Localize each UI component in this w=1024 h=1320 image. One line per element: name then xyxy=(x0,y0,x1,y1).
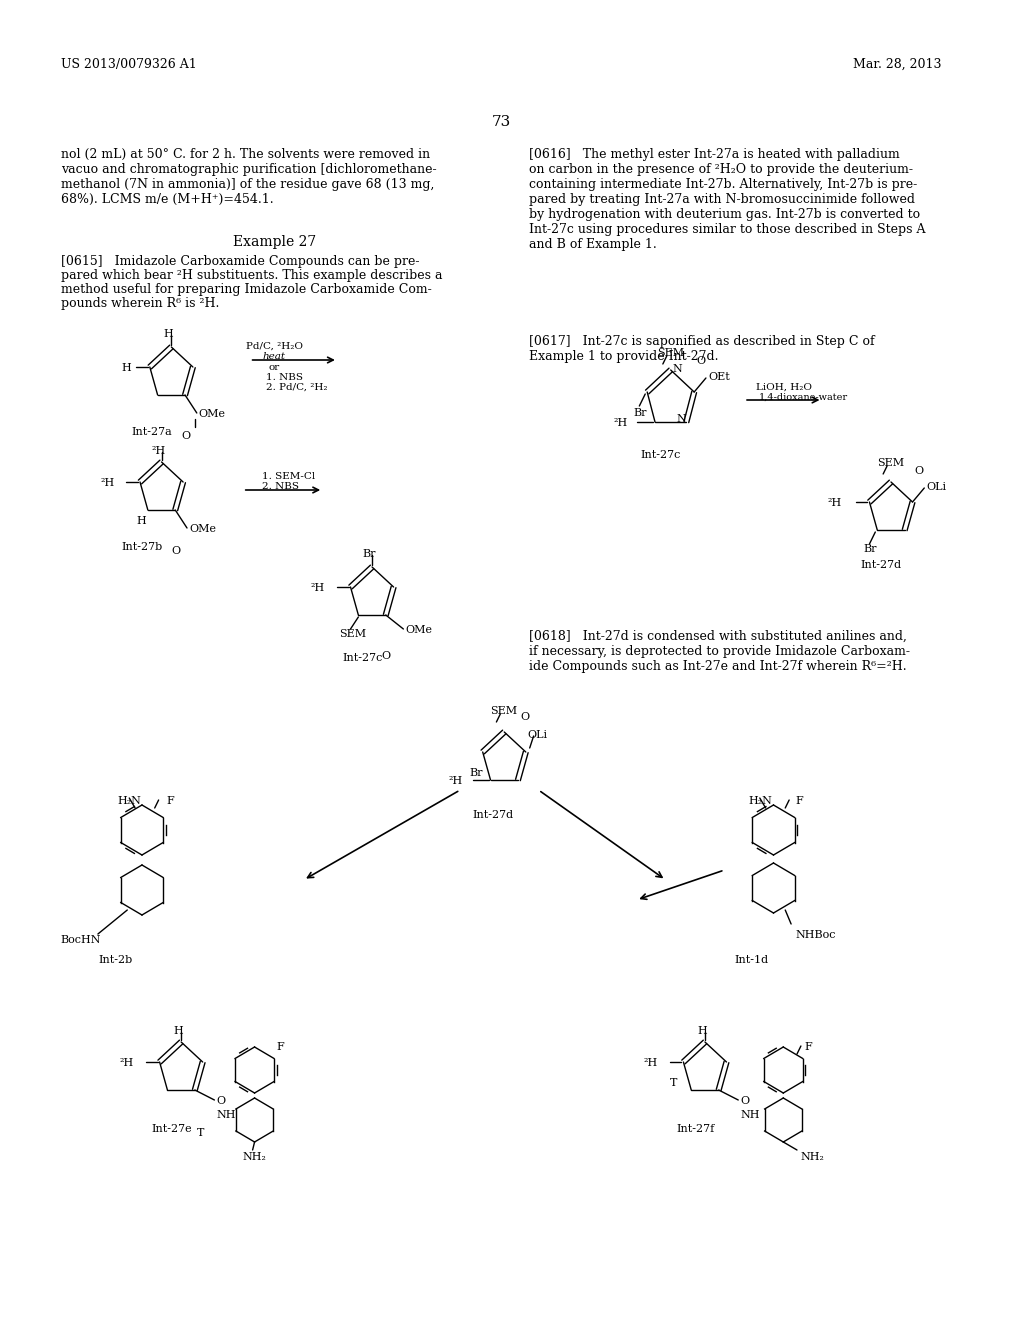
Text: Br: Br xyxy=(469,768,482,777)
Text: O: O xyxy=(181,432,190,441)
Text: or: or xyxy=(268,363,280,372)
Text: heat: heat xyxy=(262,352,286,360)
Text: Int-27e: Int-27e xyxy=(151,1125,191,1134)
Text: ²H: ²H xyxy=(827,498,842,508)
Text: H₂N: H₂N xyxy=(118,796,141,807)
Text: Br: Br xyxy=(362,549,376,558)
Text: NH₂: NH₂ xyxy=(801,1152,824,1162)
Text: H: H xyxy=(122,363,131,374)
Text: [0615]   Imidazole Carboxamide Compounds can be pre-: [0615] Imidazole Carboxamide Compounds c… xyxy=(60,255,419,268)
Text: T: T xyxy=(197,1129,204,1138)
Text: O: O xyxy=(520,711,529,722)
Text: Br: Br xyxy=(634,408,647,418)
Text: ²H: ²H xyxy=(100,478,115,488)
Text: LiOH, H₂O: LiOH, H₂O xyxy=(756,383,812,392)
Text: SEM: SEM xyxy=(339,630,366,639)
Text: Pd/C, ²H₂O: Pd/C, ²H₂O xyxy=(246,342,303,351)
Text: H: H xyxy=(697,1026,707,1036)
Text: US 2013/0079326 A1: US 2013/0079326 A1 xyxy=(60,58,197,71)
Text: [0617]   Int-27c is saponified as described in Step C of
Example 1 to provide In: [0617] Int-27c is saponified as describe… xyxy=(528,335,874,363)
Text: Int-2b: Int-2b xyxy=(98,954,132,965)
Text: OMe: OMe xyxy=(189,524,216,535)
Text: ²H: ²H xyxy=(449,776,463,785)
Text: H: H xyxy=(136,516,145,525)
Text: pounds wherein R⁶ is ²H.: pounds wherein R⁶ is ²H. xyxy=(60,297,219,310)
Text: nol (2 mL) at 50° C. for 2 h. The solvents were removed in
vacuo and chromatogra: nol (2 mL) at 50° C. for 2 h. The solven… xyxy=(60,148,436,206)
Text: OEt: OEt xyxy=(708,372,730,381)
Text: OLi: OLi xyxy=(927,482,946,492)
Text: 1,4-dioxane-water: 1,4-dioxane-water xyxy=(759,393,848,403)
Text: [0616]   The methyl ester Int-27a is heated with palladium
on carbon in the pres: [0616] The methyl ester Int-27a is heate… xyxy=(528,148,926,251)
Text: 1. NBS: 1. NBS xyxy=(266,374,303,381)
Text: O: O xyxy=(914,466,924,477)
Text: OLi: OLi xyxy=(527,730,548,741)
Text: [0618]   Int-27d is condensed with substituted anilines and,
if necessary, is de: [0618] Int-27d is condensed with substit… xyxy=(528,630,909,673)
Text: 73: 73 xyxy=(492,115,511,129)
Text: NH: NH xyxy=(740,1110,760,1119)
Text: OMe: OMe xyxy=(406,624,432,635)
Text: NHBoc: NHBoc xyxy=(795,931,836,940)
Text: ²H: ²H xyxy=(311,583,325,593)
Text: Int-27b: Int-27b xyxy=(122,543,163,552)
Text: OMe: OMe xyxy=(199,409,225,418)
Text: F: F xyxy=(805,1041,813,1052)
Text: N: N xyxy=(677,414,686,424)
Text: O: O xyxy=(171,546,180,556)
Text: H: H xyxy=(164,329,173,339)
Text: O: O xyxy=(740,1096,750,1106)
Text: O: O xyxy=(382,651,391,661)
Text: method useful for preparing Imidazole Carboxamide Com-: method useful for preparing Imidazole Ca… xyxy=(60,282,431,296)
Text: F: F xyxy=(795,796,803,807)
Text: Int-1d: Int-1d xyxy=(734,954,768,965)
Text: Br: Br xyxy=(863,544,878,554)
Text: O: O xyxy=(216,1096,225,1106)
Text: Int-27c: Int-27c xyxy=(641,450,681,459)
Text: Int-27f: Int-27f xyxy=(676,1125,715,1134)
Text: 1. SEM-Cl: 1. SEM-Cl xyxy=(262,473,315,480)
Text: Example 27: Example 27 xyxy=(232,235,315,249)
Text: SEM: SEM xyxy=(657,348,684,358)
Text: Int-27c: Int-27c xyxy=(342,653,382,663)
Text: ²H: ²H xyxy=(152,446,166,455)
Text: pared which bear ²H substituents. This example describes a: pared which bear ²H substituents. This e… xyxy=(60,269,442,282)
Text: H₂N: H₂N xyxy=(749,796,772,807)
Text: SEM: SEM xyxy=(490,706,518,715)
Text: Int-27a: Int-27a xyxy=(131,426,172,437)
Text: T: T xyxy=(670,1078,677,1088)
Text: N: N xyxy=(673,364,682,374)
Text: ²H: ²H xyxy=(120,1059,134,1068)
Text: O: O xyxy=(696,356,706,366)
Text: NH₂: NH₂ xyxy=(243,1152,266,1162)
Text: Int-27d: Int-27d xyxy=(860,560,902,570)
Text: H: H xyxy=(173,1026,183,1036)
Text: ²H: ²H xyxy=(644,1059,658,1068)
Text: F: F xyxy=(167,796,174,807)
Text: Mar. 28, 2013: Mar. 28, 2013 xyxy=(853,58,942,71)
Text: 2. NBS: 2. NBS xyxy=(262,482,299,491)
Text: NH: NH xyxy=(216,1110,236,1119)
Text: SEM: SEM xyxy=(878,458,904,469)
Text: ²H: ²H xyxy=(613,418,628,428)
Text: Int-27d: Int-27d xyxy=(472,810,513,820)
Text: F: F xyxy=(276,1041,284,1052)
Text: 2. Pd/C, ²H₂: 2. Pd/C, ²H₂ xyxy=(266,383,328,392)
Text: BocHN: BocHN xyxy=(60,935,101,945)
